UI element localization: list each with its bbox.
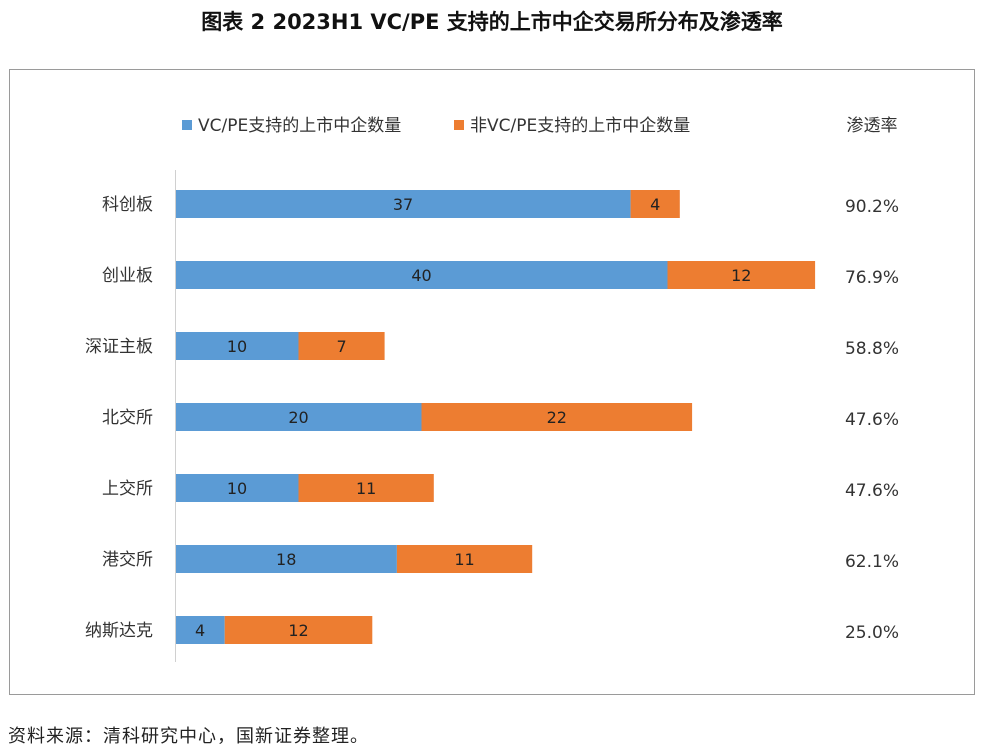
rate-value-3: 58.8% xyxy=(845,339,899,359)
rate-header: 渗透率 xyxy=(847,116,898,136)
bar-non-vcpe-4 xyxy=(421,403,693,431)
bar-vcpe-2 xyxy=(175,261,668,289)
bar-non-vcpe-5 xyxy=(298,474,434,502)
data-label-non-vcpe-5: 11 xyxy=(356,479,376,498)
data-label-vcpe-6: 18 xyxy=(276,550,296,569)
rate-value-2: 76.9% xyxy=(845,268,899,288)
legend-swatch-2 xyxy=(454,120,464,130)
category-label-3: 深证主板 xyxy=(85,337,153,357)
rate-value-5: 47.6% xyxy=(845,481,899,501)
bar-non-vcpe-6 xyxy=(396,545,533,573)
rate-value-6: 62.1% xyxy=(845,552,899,572)
data-label-non-vcpe-7: 12 xyxy=(288,621,308,640)
data-label-vcpe-5: 10 xyxy=(227,479,247,498)
legend-swatch-1 xyxy=(182,120,192,130)
legend-label-1: VC/PE支持的上市中企数量 xyxy=(198,116,401,136)
category-label-4: 北交所 xyxy=(102,408,153,428)
category-label-5: 上交所 xyxy=(102,479,153,499)
legend-label-2: 非VC/PE支持的上市中企数量 xyxy=(470,116,690,136)
bar-non-vcpe-1 xyxy=(630,190,680,218)
data-label-non-vcpe-4: 22 xyxy=(547,408,567,427)
data-label-non-vcpe-2: 12 xyxy=(731,266,751,285)
chart-frame xyxy=(9,69,975,695)
data-label-vcpe-3: 10 xyxy=(227,337,247,356)
bar-vcpe-4 xyxy=(175,403,422,431)
data-label-vcpe-1: 37 xyxy=(393,195,413,214)
bar-vcpe-7 xyxy=(175,616,225,644)
source-note: 资料来源：清科研究中心，国新证券整理。 xyxy=(8,726,369,747)
rate-value-4: 47.6% xyxy=(845,410,899,430)
bar-vcpe-3 xyxy=(175,332,299,360)
data-label-non-vcpe-6: 11 xyxy=(454,550,474,569)
category-label-2: 创业板 xyxy=(102,266,153,286)
category-label-6: 港交所 xyxy=(102,550,153,570)
category-label-1: 科创板 xyxy=(102,195,153,215)
bar-non-vcpe-2 xyxy=(667,261,816,289)
data-label-vcpe-7: 4 xyxy=(195,621,205,640)
bar-non-vcpe-7 xyxy=(224,616,373,644)
data-label-non-vcpe-3: 7 xyxy=(336,337,346,356)
page-title: 图表 2 2023H1 VC/PE 支持的上市中企交易所分布及渗透率 xyxy=(201,10,783,34)
data-label-vcpe-2: 40 xyxy=(411,266,431,285)
rate-value-7: 25.0% xyxy=(845,623,899,643)
bar-vcpe-6 xyxy=(175,545,397,573)
bar-vcpe-5 xyxy=(175,474,299,502)
data-label-non-vcpe-1: 4 xyxy=(650,195,660,214)
category-label-7: 纳斯达克 xyxy=(85,621,153,641)
bar-non-vcpe-3 xyxy=(298,332,385,360)
rate-value-1: 90.2% xyxy=(845,197,899,217)
data-label-vcpe-4: 20 xyxy=(288,408,308,427)
bar-vcpe-1 xyxy=(175,190,631,218)
